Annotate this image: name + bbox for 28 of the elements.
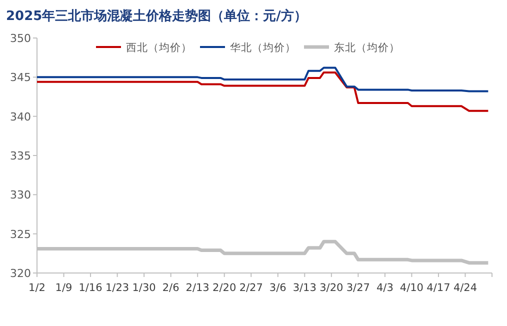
x-tick-label: 3/13 xyxy=(292,282,316,294)
y-tick-label: 340 xyxy=(10,110,31,124)
x-tick-label: 1/30 xyxy=(132,282,156,294)
y-tick-label: 350 xyxy=(10,32,31,45)
x-tick-label: 1/9 xyxy=(55,282,72,294)
y-tick-label: 335 xyxy=(10,150,31,162)
x-tick-label: 4/17 xyxy=(426,282,450,294)
x-tick-label: 1/23 xyxy=(105,282,130,294)
x-tick-label: 3/27 xyxy=(346,282,370,294)
x-tick-label: 2/13 xyxy=(186,282,210,294)
x-tick-label: 2/6 xyxy=(162,282,180,294)
x-tick-label: 2/20 xyxy=(212,282,236,294)
x-tick-label: 3/20 xyxy=(320,282,344,294)
x-tick-label: 1/2 xyxy=(28,282,46,294)
y-tick-label: 345 xyxy=(10,71,31,84)
y-tick-label: 325 xyxy=(10,228,31,241)
chart-title: 2025年三北市场混凝土价格走势图（单位：元/方） xyxy=(6,8,307,24)
x-tick-label: 4/10 xyxy=(400,282,424,294)
x-tick-label: 1/16 xyxy=(78,282,103,294)
x-tick-label: 4/24 xyxy=(453,282,478,294)
x-tick-label: 4/3 xyxy=(376,282,394,294)
legend-label: 华北（均价） xyxy=(230,41,296,54)
y-tick-label: 330 xyxy=(10,188,31,202)
y-tick-label: 320 xyxy=(10,267,31,280)
x-tick-label: 3/6 xyxy=(269,282,287,294)
legend-label: 西北（均价） xyxy=(126,41,192,54)
x-tick-label: 2/27 xyxy=(239,282,263,294)
legend-label: 东北（均价） xyxy=(334,41,400,54)
